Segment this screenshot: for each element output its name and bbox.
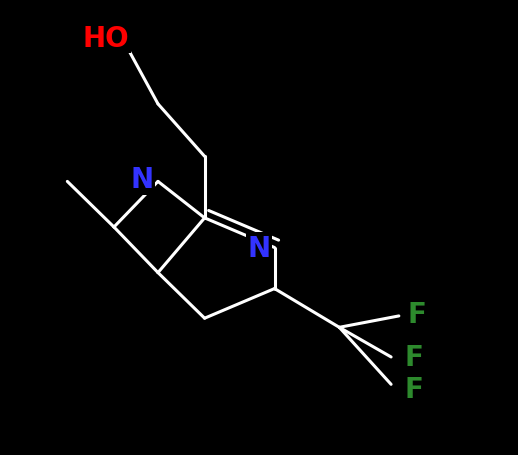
- Text: N: N: [131, 166, 154, 194]
- Text: HO: HO: [83, 25, 130, 53]
- Text: F: F: [408, 300, 426, 328]
- Text: N: N: [248, 234, 270, 262]
- Text: F: F: [405, 375, 424, 403]
- Text: F: F: [405, 343, 424, 371]
